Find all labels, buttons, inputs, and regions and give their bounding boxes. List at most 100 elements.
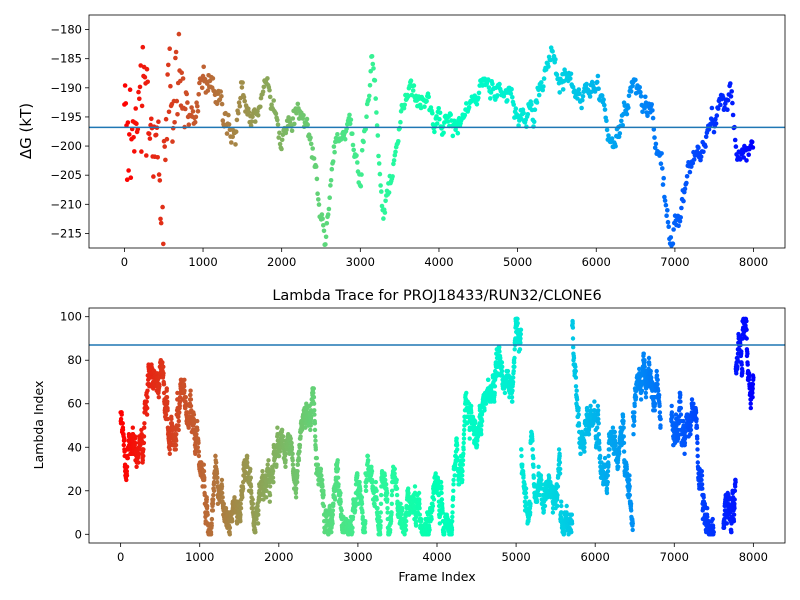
lambda-point [515, 316, 520, 322]
lambda-point [519, 447, 524, 452]
lambda-point [479, 423, 484, 428]
delta-g-point [273, 111, 279, 117]
lambda-point [350, 525, 355, 530]
delta-g-point [645, 113, 650, 119]
delta-g-point [638, 94, 644, 99]
delta-g-point [241, 94, 247, 100]
lambda-point [294, 486, 299, 491]
lambda-point [321, 503, 327, 509]
lambda-point [297, 449, 302, 454]
lambda-point [363, 488, 369, 493]
lambda-point [627, 477, 632, 483]
delta-g-point [373, 96, 379, 101]
lambda-point [402, 532, 407, 537]
lambda-point [330, 521, 335, 526]
lambda-point [191, 412, 197, 417]
lambda-point [160, 360, 165, 365]
lambda-point [369, 464, 374, 469]
delta-g-point [295, 101, 301, 107]
delta-g-point [701, 149, 706, 155]
lambda-point [373, 479, 378, 485]
lambda-point [654, 373, 660, 378]
delta-g-point [172, 120, 177, 125]
lambda-point [211, 479, 217, 485]
lambda-point [569, 512, 574, 517]
delta-g-point [348, 117, 354, 122]
lambda-point [202, 475, 207, 480]
lambda-point [732, 497, 737, 502]
lambda-point [266, 458, 271, 463]
delta-g-point [174, 98, 180, 104]
lambda-point [295, 479, 300, 485]
lambda-point [265, 462, 270, 467]
delta-g-point [620, 123, 625, 128]
lambda-point [695, 453, 700, 459]
delta-g-point [390, 174, 395, 179]
lambda-y-tick-label: 80 [67, 353, 82, 367]
lambda-point [694, 416, 699, 422]
lambda-point [454, 442, 460, 448]
lambda-point [595, 412, 601, 417]
lambda-point [378, 532, 383, 537]
delta-g-y-tick-label: −190 [50, 81, 82, 95]
delta-g-point [138, 63, 143, 68]
lambda-point [248, 475, 253, 480]
delta-g-point [741, 155, 746, 160]
lambda-point [219, 484, 225, 489]
delta-g-point [289, 128, 295, 133]
delta-g-point [371, 66, 376, 71]
delta-g-point [323, 242, 328, 247]
lambda-point [375, 506, 380, 511]
lambda-point [431, 497, 437, 502]
delta-g-point [234, 117, 240, 123]
delta-g-point [728, 94, 734, 99]
lambda-point [165, 408, 170, 413]
lambda-point [205, 503, 210, 509]
delta-g-point [587, 94, 593, 99]
delta-g-point [665, 208, 670, 213]
lambda-point [362, 525, 367, 530]
delta-g-point [237, 104, 243, 109]
delta-g-point [595, 73, 601, 79]
lambda-point [582, 440, 587, 446]
lambda-point [460, 473, 465, 478]
lambda-point [460, 477, 465, 483]
delta-g-point [258, 104, 263, 110]
delta-g-point [139, 103, 145, 109]
lambda-point [400, 506, 405, 511]
delta-g-point [134, 121, 139, 126]
lambda-point [311, 390, 316, 396]
lambda-point [598, 453, 603, 459]
lambda-point [157, 384, 162, 389]
delta-g-point [426, 94, 432, 100]
lambda-point [460, 469, 465, 474]
lambda-point [632, 403, 637, 409]
delta-g-point [691, 157, 697, 162]
lambda-point [521, 473, 526, 478]
delta-g-point [541, 76, 547, 81]
lambda-point [169, 416, 174, 422]
lambda-point [182, 384, 187, 389]
lambda-point [472, 418, 478, 424]
lambda-point [332, 497, 338, 502]
delta-g-point [511, 102, 516, 107]
lambda-point [531, 475, 536, 480]
lambda-point [688, 427, 694, 433]
lambda-point [277, 449, 283, 454]
lambda-point [220, 490, 225, 496]
lambda-point [652, 401, 658, 406]
lambda-point [631, 423, 636, 428]
delta-g-point [698, 154, 704, 159]
lambda-point [136, 451, 141, 456]
delta-g-point [664, 213, 669, 218]
lambda-point [378, 510, 383, 515]
delta-g-point [137, 84, 143, 90]
lambda-point [746, 377, 752, 382]
delta-g-point [183, 106, 188, 112]
delta-g-y-tick-label: −215 [50, 226, 82, 240]
delta-g-point [521, 110, 526, 116]
lambda-point [413, 523, 419, 528]
delta-g-point [292, 121, 297, 127]
lambda-point [479, 418, 485, 424]
lambda-point [264, 488, 269, 493]
